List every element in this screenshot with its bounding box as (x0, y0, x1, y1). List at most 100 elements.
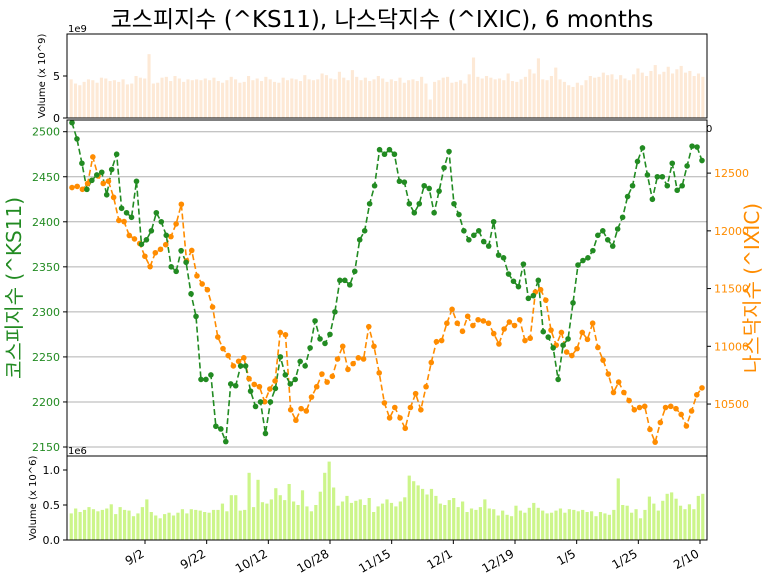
top-volume-bar (536, 58, 540, 118)
kospi-point (461, 228, 467, 234)
right-offset-label: 0 (706, 124, 712, 135)
bottom-volume-bar (74, 508, 78, 540)
nasdaq-point (647, 426, 653, 433)
kospi-point (550, 345, 556, 351)
bottom-volume-bar (634, 509, 638, 540)
x-tick-label: 9/22 (178, 546, 208, 572)
nasdaq-point (350, 360, 356, 367)
kospi-point (84, 186, 90, 193)
nasdaq-point (329, 373, 336, 380)
nasdaq-point (412, 390, 419, 397)
bottom-volume-bar (323, 472, 327, 540)
kospi-point (118, 205, 125, 212)
nasdaq-point (100, 180, 107, 187)
top-volume-bar (108, 81, 112, 118)
left-tick-label: 2400 (32, 216, 60, 229)
nasdaq-point (600, 357, 606, 363)
nasdaq-point (282, 331, 289, 338)
bottom-volume-bar (82, 509, 87, 540)
nasdaq-point (173, 221, 179, 227)
nasdaq-point (298, 405, 304, 412)
bottom-volume-bar (509, 516, 514, 540)
top-volume-bar (199, 80, 203, 118)
kospi-point (222, 438, 229, 445)
kospi-point (108, 166, 115, 173)
bottom-volume-bar (696, 495, 700, 540)
top-volume-bar (346, 80, 350, 118)
top-volume-bar (255, 78, 259, 118)
bottom-volume-bar (616, 478, 620, 540)
bottom-volume-bar (345, 495, 349, 540)
bottom-volume-bar (630, 512, 634, 540)
kospi-point (69, 119, 75, 126)
bottom-volume-bar (474, 509, 478, 540)
bottom-volume-bar (127, 510, 131, 540)
right-axis-label: 나스닥지수 (^IXIC) (740, 203, 764, 373)
nasdaq-point (589, 320, 596, 327)
nasdaq-point (308, 394, 315, 400)
kospi-point (371, 182, 378, 189)
nasdaq-point (605, 371, 612, 377)
top-volume-bar (567, 85, 571, 118)
bottom-volume-bar (514, 505, 518, 540)
kospi-point (570, 300, 576, 306)
kospi-point (555, 376, 561, 383)
nasdaq-point (360, 356, 367, 362)
bottom-volume-bar (269, 499, 273, 540)
kospi-point (337, 277, 343, 284)
bottom-volume-bar (656, 510, 660, 540)
nasdaq-point (693, 392, 700, 398)
bottom-volume-bar (661, 500, 665, 540)
bottom-volume-bar (443, 505, 447, 540)
top-volume-bar (182, 81, 186, 118)
top-volume-bar (251, 80, 255, 118)
nasdaq-point (214, 334, 221, 340)
top-volume-bar (484, 76, 489, 118)
bottom-volume-bar (154, 515, 158, 540)
top-volume-bar (476, 76, 480, 118)
kospi-point (619, 214, 626, 221)
kospi-point (103, 191, 110, 198)
bottom-volume-bar (638, 518, 643, 540)
top-volume-bar (601, 72, 605, 118)
kospi-point (208, 372, 214, 378)
nasdaq-point (256, 383, 263, 390)
bottom-volume-bar (452, 498, 456, 540)
kospi-point (302, 363, 308, 369)
nasdaq-point (339, 343, 346, 350)
nasdaq-point (558, 329, 565, 336)
top-volume-bar (385, 81, 389, 118)
top-volume-bar (316, 79, 320, 118)
nasdaq-point (615, 379, 622, 385)
bottom-volume-bars (69, 461, 705, 540)
nasdaq-point (610, 389, 617, 396)
bottom-volume-offset: 1e6 (68, 446, 87, 457)
top-volume-bar (614, 79, 618, 118)
bottom-volume-bar (496, 515, 500, 540)
top-volume-bar (683, 72, 688, 118)
nasdaq-point (188, 247, 195, 254)
top-volume-bar (649, 70, 653, 118)
nasdaq-point (678, 411, 684, 418)
bottom-volume-bar (692, 509, 696, 540)
nasdaq-point (381, 400, 388, 406)
bottom-volume-bar (131, 516, 136, 540)
bottom-volume-bar (163, 514, 167, 540)
nasdaq-point (490, 330, 497, 337)
bottom-volume-bar (434, 495, 438, 540)
nasdaq-point (470, 322, 476, 329)
kospi-point (699, 157, 705, 164)
kospi-point (347, 282, 353, 288)
kospi-point (252, 403, 259, 410)
nasdaq-point (584, 336, 591, 343)
top-volume-bar (355, 76, 359, 118)
kospi-point (163, 232, 170, 239)
x-tick-label: 12/19 (480, 546, 517, 575)
kospi-point (332, 309, 338, 315)
bottom-volume-bar (243, 509, 247, 540)
nasdaq-point (516, 316, 523, 323)
nasdaq-point (209, 304, 216, 310)
top-volume-bar (497, 78, 502, 118)
bottom-volume-bar (292, 501, 296, 540)
nasdaq-point (454, 320, 461, 327)
